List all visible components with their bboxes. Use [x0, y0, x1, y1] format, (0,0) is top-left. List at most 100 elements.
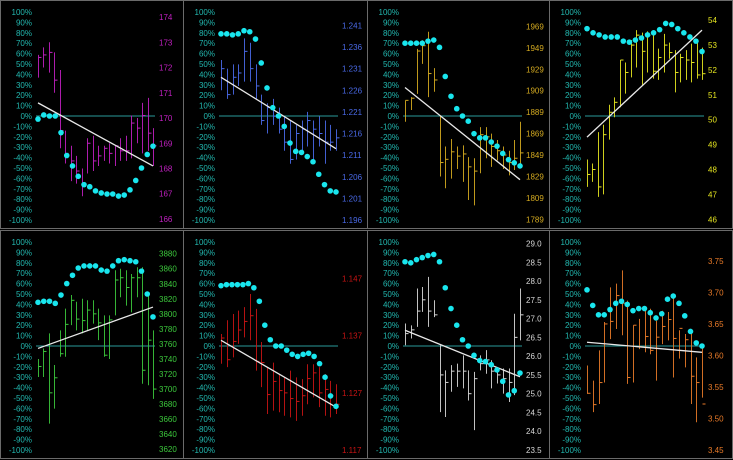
percent-tick-label: -70%	[380, 185, 399, 194]
percent-tick-label: -100%	[192, 446, 215, 455]
oscillator-dot	[252, 36, 259, 42]
oscillator-dot	[419, 254, 426, 261]
price-tick-label: 3.75	[708, 257, 724, 266]
percent-tick-label: -40%	[13, 154, 32, 163]
percent-tick-label: -80%	[196, 425, 215, 434]
percent-tick-label: 90%	[565, 248, 581, 257]
oscillator-dot	[482, 358, 489, 365]
oscillator-dot	[138, 268, 145, 274]
oscillator-dot	[144, 291, 151, 297]
trendline	[404, 86, 521, 181]
price-tick-label: 1.221	[342, 108, 363, 117]
price-tick-label: 54	[708, 16, 717, 25]
oscillator-dot	[442, 284, 449, 291]
oscillator-dot	[459, 336, 466, 343]
percent-tick-label: 60%	[199, 280, 215, 289]
euro-chart: 100%90% 80%70% 60%50%40% 30%20% 10%0%-10% -20…	[192, 8, 363, 225]
oscillator-dot	[488, 361, 495, 368]
oscillator-dot	[465, 343, 472, 349]
percent-tick-label: -40%	[196, 384, 215, 393]
percent-tick-label: 60%	[565, 280, 581, 289]
oscillator-dot	[681, 313, 688, 319]
price-tick-label: 1809	[526, 194, 544, 203]
percent-tick-label: -100%	[9, 216, 32, 225]
percent-tick-label: 100%	[195, 8, 215, 17]
oscillator-dot	[275, 113, 282, 119]
oscillator-dot	[310, 158, 316, 165]
price-tick-label: 1889	[526, 108, 544, 117]
oscillator-dot	[92, 263, 99, 269]
oscillator-dot	[75, 173, 82, 180]
percent-tick-label: -100%	[558, 216, 581, 225]
percent-tick-label: 80%	[199, 259, 215, 268]
price-tick-label: 24.5	[526, 408, 542, 417]
price-tick-label: 3840	[159, 280, 177, 289]
percent-tick-label: 60%	[383, 50, 399, 59]
oscillator-dot	[272, 343, 279, 349]
oscillator-dot	[687, 328, 694, 335]
price-tick-label: 26.0	[526, 352, 542, 361]
trendline	[404, 329, 521, 378]
oscillator-dot	[46, 298, 53, 305]
percent-tick-label: 70%	[199, 269, 215, 278]
panel-oil: 100% 90% 80% 70% 60% 50% 40% 30% 20% 10% 0% -10% -20…	[549, 0, 733, 229]
oscillator-dot	[413, 256, 420, 263]
percent-tick-label: -70%	[562, 185, 581, 194]
oscillator-dot	[333, 189, 339, 195]
oscillator-dot	[442, 73, 449, 80]
percent-tick-label: -70%	[196, 415, 215, 424]
percent-tick-label: -60%	[13, 404, 32, 413]
percent-tick-label: 30%	[199, 81, 215, 90]
percent-tick-label: 50%	[383, 290, 399, 299]
price-tick-label: 3760	[159, 340, 177, 349]
oscillator-dot	[150, 143, 156, 149]
percent-tick-label: -60%	[380, 174, 399, 183]
panel-gold: 100% 90% 80% 70% 60% 50% 40% 30% 20% 10% 0% -10% -20…	[367, 0, 550, 229]
percent-tick-label: 80%	[383, 29, 399, 38]
panel-title: SPOO	[35, 236, 70, 250]
percent-tick-label: -60%	[562, 404, 581, 413]
percent-tick-label: 100%	[12, 8, 32, 17]
percent-tick-label: -80%	[562, 195, 581, 204]
percent-tick-label: -20%	[196, 363, 215, 372]
oscillator-dot	[86, 263, 93, 269]
percent-tick-label: 100%	[561, 8, 581, 17]
percent-tick-label: 60%	[383, 280, 399, 289]
oscillator-dot	[670, 293, 677, 299]
oscillator-dot	[92, 188, 99, 194]
percent-tick-label: -60%	[562, 174, 581, 183]
price-tick-label: 27.5	[526, 296, 542, 305]
oscillator-dot	[121, 256, 128, 263]
oscillator-dot	[315, 171, 322, 178]
oscillator-dot	[511, 160, 518, 166]
percent-tick-label: -90%	[196, 436, 215, 445]
percent-tick-label: 20%	[383, 321, 399, 330]
percent-tick-label: 70%	[16, 269, 32, 278]
percent-tick-label: 100%	[379, 238, 399, 247]
percent-tick-label: -50%	[380, 394, 399, 403]
percent-tick-label: -90%	[380, 436, 399, 445]
oscillator-dot	[453, 105, 460, 112]
price-tick-label: 3880	[159, 250, 177, 259]
percent-tick-label: 0%	[569, 112, 581, 121]
percent-tick-label: 20%	[16, 321, 32, 330]
oil-chart: 100%90% 80%70% 60%50%40% 30%20% 10%0%-10% -20…	[558, 8, 718, 225]
price-tick-label: 3700	[159, 385, 177, 394]
percent-tick-label: -100%	[192, 216, 215, 225]
price-tick-label: 3680	[159, 400, 177, 409]
percent-tick-label: -10%	[562, 352, 581, 361]
price-tick-label: 1.196	[342, 216, 363, 225]
oscillator-dot	[662, 20, 669, 27]
oscillator-dot	[499, 150, 506, 157]
percent-tick-label: -30%	[562, 143, 581, 152]
price-tick-label: 23.5	[526, 446, 542, 455]
oscillator-dot	[322, 374, 328, 380]
percent-tick-label: 40%	[16, 70, 32, 79]
price-tick-label: 3740	[159, 355, 177, 364]
oscillator-dot	[608, 34, 615, 40]
percent-tick-label: -20%	[380, 133, 399, 142]
percent-tick-label: 100%	[561, 238, 581, 247]
oscillator-dot	[327, 188, 334, 194]
percent-tick-label: -50%	[562, 394, 581, 403]
oscillator-dot	[644, 32, 651, 38]
